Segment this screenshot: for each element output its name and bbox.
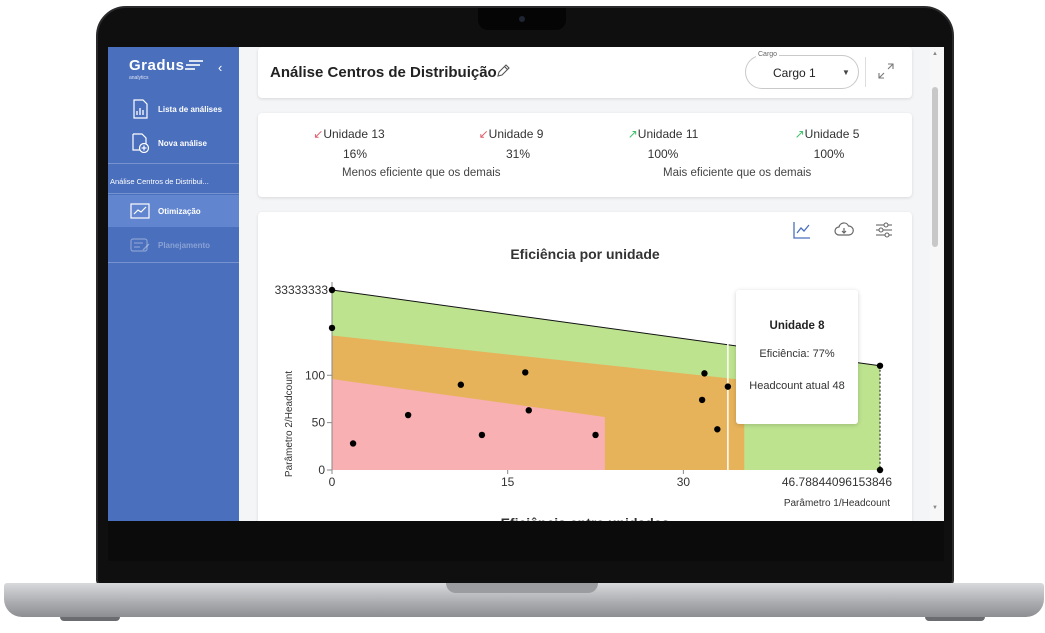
camera-icon — [519, 16, 525, 22]
data-point — [698, 396, 706, 404]
collapse-sidebar-button[interactable]: ‹ — [218, 60, 223, 75]
data-point — [457, 381, 465, 388]
expand-icon[interactable] — [877, 62, 895, 80]
unit-percentage: 100% — [647, 147, 679, 161]
unit-summary-name: ↗Unidade 11 — [608, 127, 718, 141]
tooltip-title: Unidade 8 — [769, 320, 825, 332]
pencil-icon[interactable] — [495, 63, 511, 79]
sidebar-item-lista[interactable]: Lista de análises — [108, 93, 239, 125]
arrow-up-icon: ↗ — [627, 127, 638, 141]
trend-chart-icon — [130, 203, 150, 219]
cloud-download-icon[interactable] — [834, 220, 854, 240]
x-max-label: 46.78844096153846 — [782, 475, 892, 489]
data-point — [328, 324, 336, 332]
unit-percentage: 16% — [342, 147, 368, 161]
more-efficient-caption: Mais eficiente que os demais — [663, 167, 812, 179]
arrow-down-icon: ↙ — [313, 127, 324, 141]
unit-name: Unidade 11 — [637, 127, 699, 141]
y-axis-label: Parâmetro 2/Headcount — [284, 371, 295, 477]
data-point — [522, 369, 529, 376]
unit-name: Unidade 5 — [804, 127, 860, 141]
sidebar-item-nova[interactable]: Nova análise — [108, 127, 239, 159]
x-tick-label: 0 — [329, 475, 336, 489]
sidebar-divider — [108, 193, 239, 194]
arrow-down-icon: ↙ — [478, 127, 489, 141]
tooltip-headcount: Headcount atual 48 — [749, 380, 845, 392]
data-point — [592, 431, 599, 439]
brand-lines-icon — [185, 60, 203, 70]
unit-summary-name: ↗Unidade 5 — [772, 127, 882, 141]
y-tick-label: 100 — [305, 368, 325, 382]
cargo-label: Cargo — [756, 51, 780, 58]
scrollbar-thumb[interactable] — [932, 87, 938, 247]
unit-name: Unidade 13 — [323, 127, 385, 141]
brand-logo[interactable]: Gradus — [129, 57, 185, 74]
scroll-down-icon[interactable]: ▼ — [932, 505, 938, 511]
laptop-base-notch — [446, 583, 598, 593]
unit-name: Unidade 9 — [488, 127, 544, 141]
data-point — [714, 426, 721, 433]
y-tick-label: 50 — [312, 416, 326, 430]
laptop-foot-right — [925, 617, 985, 621]
planning-icon — [130, 238, 150, 252]
unit-percentage: 31% — [505, 147, 531, 161]
sidebar-section-title: Análise Centros de Distribui... — [110, 177, 209, 186]
sidebar-item-otimizacao[interactable]: Otimização — [108, 195, 239, 227]
laptop-foot-left — [60, 617, 120, 621]
page-title: Análise Centros de Distribuição — [270, 64, 497, 81]
x-axis-label: Parâmetro 1/Headcount — [784, 498, 890, 509]
settings-sliders-icon[interactable] — [874, 220, 894, 240]
bottom-bezel — [108, 521, 944, 561]
sidebar-item-label: Lista de análises — [158, 104, 223, 114]
y-max-label: 33333333 — [275, 283, 329, 297]
sidebar-divider — [108, 262, 239, 263]
line-chart-icon[interactable] — [792, 220, 812, 240]
efficiency-chart: 0 50 100 33333333 0 15 30 46.78844096153846 Parâ… — [275, 282, 892, 521]
unit-percentage: 100% — [813, 147, 845, 161]
sidebar-item-label: Nova análise — [158, 138, 207, 148]
data-point — [328, 286, 336, 294]
data-point — [404, 411, 412, 419]
cargo-value: Cargo 1 — [773, 66, 816, 80]
sidebar-item-planejamento[interactable]: Planejamento — [108, 229, 239, 261]
y-tick-label: 0 — [318, 463, 325, 477]
scroll-up-icon[interactable]: ▲ — [932, 51, 938, 57]
data-point — [701, 370, 708, 377]
sidebar: Gradus analytics ‹ Lista de análises — [108, 47, 239, 521]
new-document-icon — [132, 133, 150, 153]
report-list-icon — [133, 99, 148, 119]
chart-title: Eficiência por unidade — [510, 246, 660, 262]
data-point — [876, 466, 884, 474]
data-point — [724, 383, 732, 390]
x-tick-label: 30 — [677, 475, 691, 489]
unit-summary-name: ↙Unidade 13 — [294, 127, 404, 141]
header-divider — [865, 57, 866, 87]
header-card: Análise Centros de Distribuição Cargo Ca… — [258, 47, 912, 98]
data-point — [478, 431, 486, 439]
x-tick-label: 15 — [501, 475, 515, 489]
cargo-select[interactable]: Cargo Cargo 1 ▼ — [745, 51, 859, 89]
next-chart-title: Eficiência entre unidades — [501, 515, 670, 521]
band-pink — [332, 379, 605, 470]
data-point — [876, 362, 884, 369]
unit-summary-name: ↙Unidade 9 — [456, 127, 566, 141]
summary-card: ↙Unidade 13 ↙Unidade 9 ↗Unidade 11 ↗Unid… — [258, 113, 912, 197]
brand-subtitle: analytics — [129, 75, 149, 81]
app-screen: Gradus analytics ‹ Lista de análises — [108, 47, 944, 521]
sidebar-item-label: Planejamento — [158, 240, 211, 250]
tooltip-efficiency: Eficiência: 77% — [759, 348, 835, 360]
chevron-down-icon: ▼ — [842, 68, 850, 77]
data-point — [349, 440, 357, 447]
arrow-up-icon: ↗ — [794, 127, 805, 141]
chart-card: Eficiência por unidade 0 50 100 33333333 0 15… — [258, 212, 912, 521]
sidebar-divider — [108, 163, 239, 164]
tooltip: Unidade 8 Eficiência: 77% Headcount atua… — [736, 290, 858, 424]
less-efficient-caption: Menos eficiente que os demais — [342, 167, 501, 179]
sidebar-item-label: Otimização — [158, 206, 201, 216]
data-point — [525, 407, 532, 414]
